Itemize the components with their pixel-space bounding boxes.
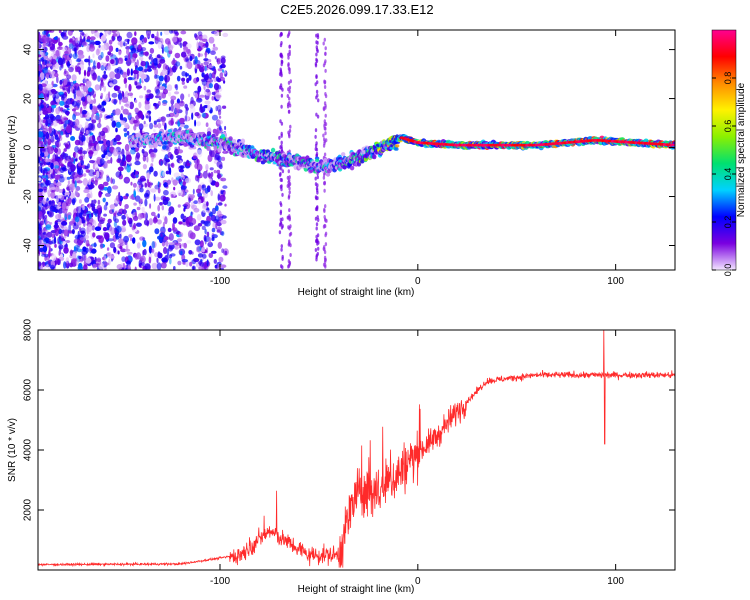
spectrogram-noise <box>38 30 328 270</box>
y-tick-label: 20 <box>23 93 34 105</box>
y-tick-label: -40 <box>23 238 34 253</box>
y-tick-label: 0 <box>23 144 34 150</box>
colorbar-tick-label: 0.8 <box>723 72 733 85</box>
colorbar-label: Normalized spectral amplitude <box>736 82 747 217</box>
colorbar-frame <box>711 29 737 271</box>
x-tick-label: -100 <box>210 276 230 287</box>
colorbar-tick-label: 0.0 <box>723 264 733 277</box>
y-tick-label: 40 <box>23 44 34 56</box>
spectrogram-axes: -100 0 100 -40 -20 0 20 40 <box>23 30 675 287</box>
colorbar-tick-label: 0.2 <box>723 216 733 229</box>
snr-plot-area <box>38 330 675 570</box>
colorbar-ticks: 0.0 0.2 0.4 0.6 0.8 <box>712 72 736 277</box>
colorbar-gradient <box>712 30 736 270</box>
x-tick-label: -100 <box>210 576 230 587</box>
x-tick-label: 100 <box>607 576 624 587</box>
spectrogram-panel: -100 0 100 -40 -20 0 20 40 Height of straight l… <box>7 29 676 298</box>
spectrogram-ridge <box>128 129 675 177</box>
figure-title: C2E5.2026.099.17.33.E12 <box>280 2 433 17</box>
snr-ylabel: SNR (10 * v/v) <box>7 418 18 482</box>
y-tick-label: 2000 <box>23 498 34 521</box>
colorbar-tick-label: 0.6 <box>723 120 733 133</box>
snr-axes: -100 0 100 2000 4000 6000 8000 <box>23 318 675 587</box>
x-tick-label: 0 <box>415 276 421 287</box>
spectrogram-xlabel: Height of straight line (km) <box>298 287 415 298</box>
x-tick-label: 0 <box>415 576 421 587</box>
x-tick-label: 100 <box>607 276 624 287</box>
y-tick-label: 6000 <box>23 378 34 401</box>
spectrogram-image <box>38 30 675 270</box>
y-tick-label: -20 <box>23 189 34 204</box>
colorbar-tick-label: 0.4 <box>723 168 733 181</box>
spectrogram-frame <box>37 29 676 271</box>
y-tick-label: 8000 <box>23 318 34 341</box>
snr-series-line <box>38 330 675 568</box>
y-tick-label: 4000 <box>23 438 34 461</box>
snr-xlabel: Height of straight line (km) <box>298 584 415 595</box>
spectrogram-ylabel: Frequency (Hz) <box>7 116 18 185</box>
colorbar: 0.0 0.2 0.4 0.6 0.8 Normalized spectral ampl… <box>711 29 747 277</box>
snr-panel: -100 0 100 2000 4000 6000 8000 Height of strai… <box>7 318 676 595</box>
